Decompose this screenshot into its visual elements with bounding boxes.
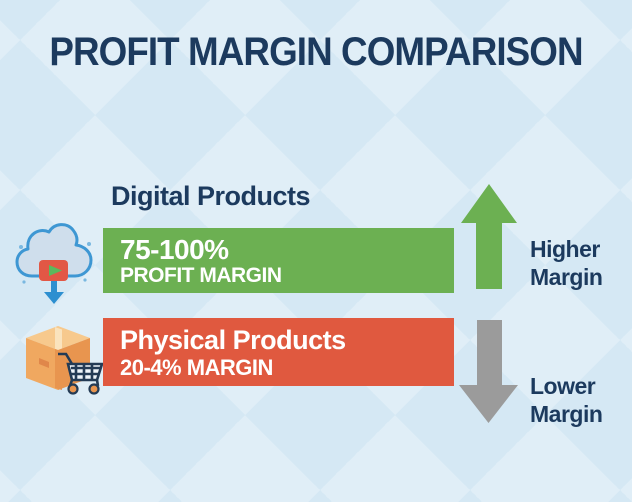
download-arrow — [44, 281, 64, 304]
physical-products-label: Physical Products — [120, 325, 346, 355]
video-play-button — [39, 260, 68, 281]
up-arrow-icon — [461, 184, 517, 289]
cloud-video-download-icon — [15, 223, 93, 304]
digital-margin-bar: 75-100% PROFIT MARGIN — [103, 228, 454, 293]
page-title: PROFIT MARGIN COMPARISON — [49, 30, 583, 74]
digital-margin-caption: PROFIT MARGIN — [120, 264, 282, 287]
lower-margin-line2: Margin — [530, 401, 603, 427]
digital-products-label: Digital Products — [111, 181, 311, 211]
higher-margin-line1: Higher — [530, 236, 600, 262]
digital-margin-value: 75-100% — [120, 234, 229, 265]
physical-margin-bar: Physical Products 20-4% MARGIN — [103, 318, 454, 386]
down-arrow-icon — [459, 320, 518, 423]
cloud-shape — [15, 223, 93, 284]
higher-margin-label: Higher Margin — [530, 235, 603, 291]
shopping-cart — [58, 352, 104, 387]
lower-margin-label: Lower Margin — [530, 372, 603, 428]
cart-wheels — [67, 383, 100, 395]
lower-margin-line1: Lower — [530, 373, 596, 399]
package-box-shopping-cart-icon — [26, 326, 104, 395]
physical-margin-value: 20-4% MARGIN — [120, 355, 273, 380]
higher-margin-line2: Margin — [530, 264, 603, 290]
